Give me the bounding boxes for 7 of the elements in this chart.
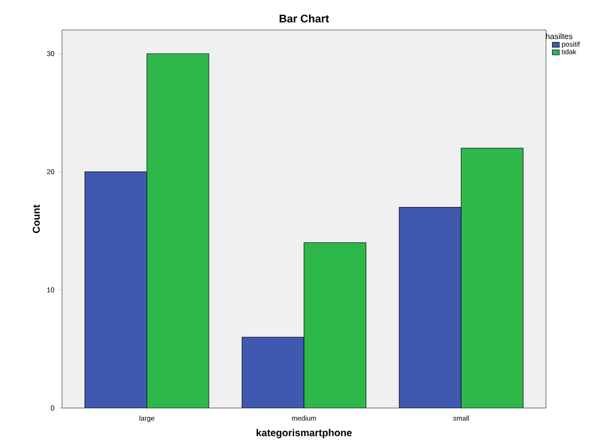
bar: [84, 172, 148, 408]
x-axis-title: kategorismartphone: [256, 428, 352, 438]
chart-title: Bar Chart: [280, 14, 329, 22]
bar: [242, 336, 304, 408]
y-axis-title: Count: [32, 204, 40, 234]
bar: [398, 206, 462, 408]
legend-title: hasiltes: [546, 33, 572, 40]
